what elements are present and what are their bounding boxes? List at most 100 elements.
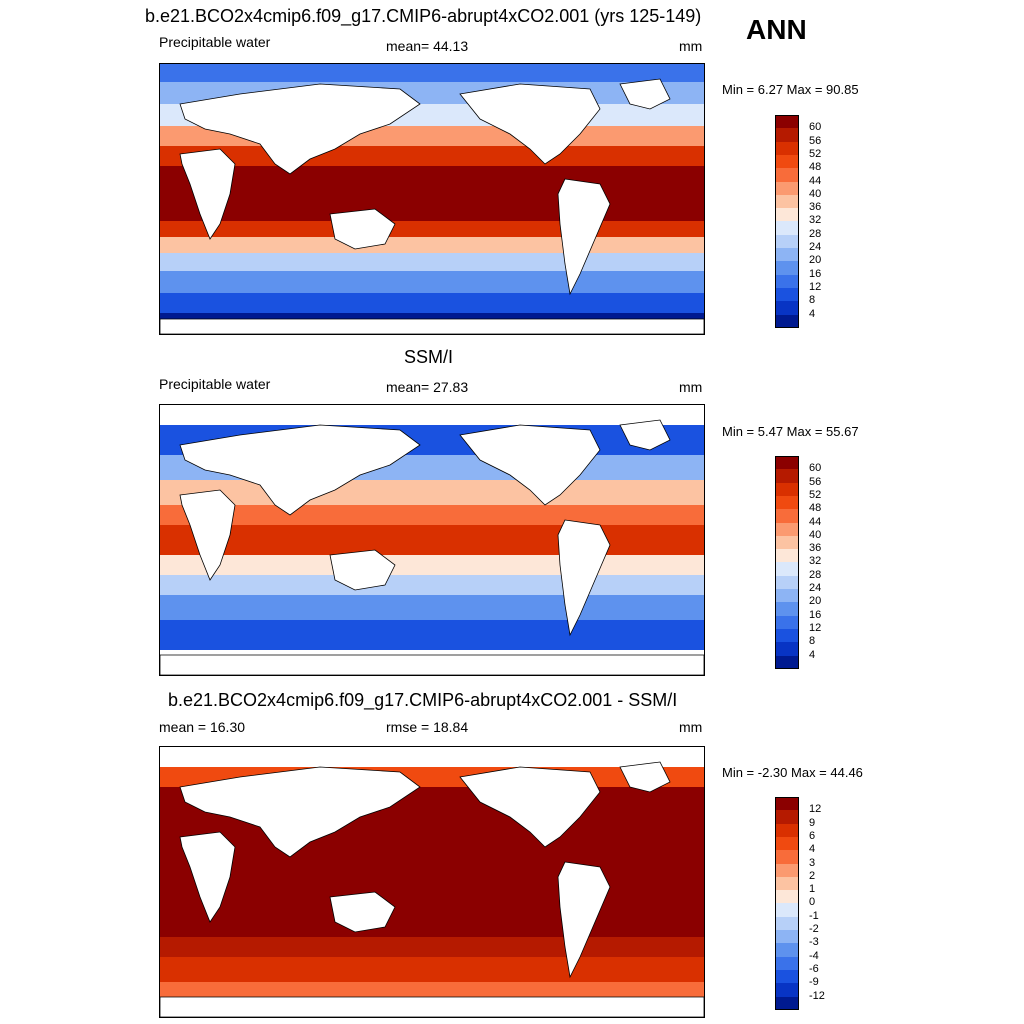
continent-south-america — [557, 519, 611, 637]
continent-antarctica — [160, 654, 704, 675]
continents — [160, 419, 704, 675]
colorbar-tick-label: -9 — [809, 976, 819, 989]
colorbar-tick-label: 20 — [809, 254, 822, 267]
colorbar-tick-label: 40 — [809, 187, 822, 200]
field-band — [160, 982, 704, 997]
panel1-units-label: mm — [679, 38, 703, 54]
panel2-units-label: mm — [679, 379, 703, 395]
panel1-map-svg — [160, 64, 704, 334]
colorbar-segment — [775, 194, 799, 209]
panel3-title: b.e21.BCO2x4cmip6.f09_g17.CMIP6-abrupt4x… — [168, 690, 678, 710]
continent-greenland — [619, 419, 671, 451]
colorbar-segment — [775, 128, 799, 143]
colorbar-segment — [775, 983, 799, 997]
panel1-minmax: Min = 6.27 Max = 90.85 — [722, 82, 859, 97]
colorbar-segment — [775, 549, 799, 563]
colorbar-tick-label: 52 — [809, 147, 822, 160]
panel3-colorbar: 12 9 6 4 3 2 1 0 -1 -2 -3 -4 -6 -9 -12 — [775, 797, 835, 1011]
panel3-units-label: mm — [679, 719, 703, 735]
colorbar-tick-label: 6 — [809, 829, 816, 842]
colorbar-segment — [775, 208, 799, 222]
field-band — [160, 505, 704, 525]
continent-north-america — [459, 83, 601, 165]
colorbar-tick-label: 36 — [809, 542, 822, 555]
panel2-variable-label: Precipitable water — [159, 376, 271, 392]
colorbar-tick-label: -3 — [809, 936, 819, 949]
colorbar-segment — [775, 602, 799, 617]
colorbar-segment — [775, 482, 799, 497]
panel3-map-svg — [160, 747, 704, 1017]
colorbar-segment — [775, 628, 799, 643]
continents — [160, 761, 704, 1017]
colorbar-tick-label: 12 — [809, 803, 822, 816]
colorbar-tick-label: 4 — [809, 648, 816, 661]
continent-africa — [179, 148, 236, 240]
colorbar-segment — [775, 154, 799, 169]
colorbar-tick-label: 48 — [809, 502, 822, 515]
colorbar-segment — [775, 115, 799, 129]
colorbar-segment — [775, 248, 799, 262]
colorbar-segment — [775, 930, 799, 944]
colorbar-segment — [775, 261, 799, 276]
colorbar-segment — [775, 850, 799, 864]
colorbar-segment — [775, 141, 799, 156]
colorbar-tick-label: -4 — [809, 949, 819, 962]
colorbar-tick-label: 0 — [809, 896, 816, 909]
continent-antarctica — [160, 996, 704, 1017]
colorbar-segment — [775, 274, 799, 289]
continent-eurasia — [179, 424, 421, 516]
colorbar-tick-label: 2 — [809, 869, 816, 882]
colorbar-segment — [775, 903, 799, 918]
continents — [160, 78, 704, 334]
field-band — [160, 525, 704, 555]
colorbar-tick-label: 40 — [809, 528, 822, 541]
colorbar-tick-label: 52 — [809, 488, 822, 501]
colorbar-segment — [775, 943, 799, 958]
colorbar-segment — [775, 996, 799, 1011]
colorbar-segment — [775, 495, 799, 510]
field-band — [160, 166, 704, 221]
colorbar-tick-label: 16 — [809, 267, 822, 280]
panel1-colorbar: 60 56 52 48 44 40 36 32 28 24 20 16 12 8 4 — [775, 115, 835, 329]
panel3-mean-label: mean = 16.30 — [159, 719, 246, 735]
colorbar-segment — [775, 810, 799, 825]
colorbar-segment — [775, 797, 799, 811]
colorbar-segment — [775, 509, 799, 523]
colorbar-segment — [775, 168, 799, 182]
field-band — [160, 293, 704, 313]
colorbar-segment — [775, 301, 799, 315]
field-band — [160, 64, 704, 82]
colorbar-segment — [775, 575, 799, 590]
panel2-mean-label: mean= 27.83 — [386, 379, 469, 395]
continent-antarctica — [160, 318, 704, 334]
colorbar-segment — [775, 221, 799, 236]
continent-australia — [329, 208, 396, 250]
colorbar-tick-label: 4 — [809, 843, 816, 856]
colorbar-segment — [775, 876, 799, 891]
field-band — [160, 221, 704, 237]
colorbar-segment — [775, 863, 799, 878]
continent-greenland — [619, 761, 671, 793]
main-title: b.e21.BCO2x4cmip6.f09_g17.CMIP6-abrupt4x… — [145, 6, 702, 26]
field-band — [160, 957, 704, 982]
field-band — [160, 575, 704, 595]
panel3-minmax: Min = -2.30 Max = 44.46 — [722, 765, 863, 780]
colorbar-tick-label: -1 — [809, 909, 819, 922]
continent-africa — [179, 489, 236, 581]
colorbar-segment — [775, 890, 799, 904]
colorbar-segment — [775, 535, 799, 550]
continent-eurasia — [179, 83, 421, 175]
colorbar-segment — [775, 655, 799, 670]
panel1-mean-label: mean= 44.13 — [386, 38, 469, 54]
colorbar-segment — [775, 836, 799, 851]
colorbar-tick-label: 32 — [809, 214, 822, 227]
colorbar-segment — [775, 916, 799, 931]
continent-australia — [329, 549, 396, 591]
colorbar-tick-label: -2 — [809, 923, 819, 935]
panel2-map — [159, 404, 705, 676]
season-label: ANN — [746, 14, 807, 45]
colorbar-tick-label: 28 — [809, 227, 822, 240]
field-band — [160, 480, 704, 505]
colorbar-tick-label: 28 — [809, 568, 822, 581]
panel2-colorbar: 60 56 52 48 44 40 36 32 28 24 20 16 12 8 4 — [775, 456, 835, 670]
